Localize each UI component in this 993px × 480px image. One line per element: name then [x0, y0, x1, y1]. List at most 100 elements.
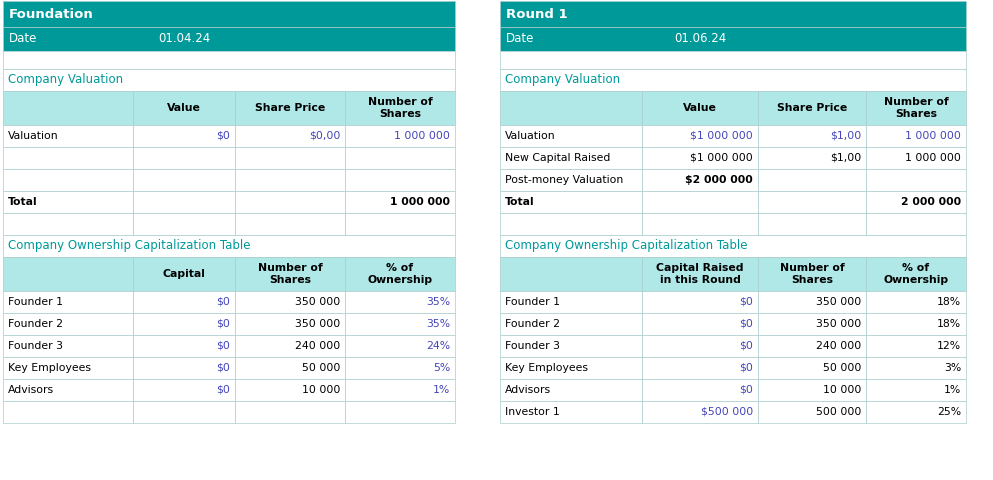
Bar: [235, 291, 345, 313]
Bar: [3, 257, 133, 291]
Text: 1%: 1%: [433, 385, 450, 395]
Bar: [345, 379, 455, 401]
Bar: [758, 357, 866, 379]
Text: Date: Date: [9, 33, 38, 46]
Bar: [758, 379, 866, 401]
Text: $0,00: $0,00: [309, 131, 340, 141]
Bar: [500, 51, 966, 69]
Bar: [866, 379, 966, 401]
Text: Valuation: Valuation: [505, 131, 556, 141]
Bar: [235, 91, 345, 125]
Bar: [3, 213, 133, 235]
Text: 350 000: 350 000: [295, 297, 340, 307]
Bar: [500, 257, 642, 291]
Bar: [3, 169, 133, 191]
Bar: [500, 335, 642, 357]
Text: Advisors: Advisors: [505, 385, 551, 395]
Bar: [642, 191, 758, 213]
Text: Value: Value: [683, 103, 717, 113]
Bar: [345, 125, 455, 147]
Text: Company Valuation: Company Valuation: [8, 73, 123, 86]
Bar: [3, 51, 455, 69]
Bar: [758, 147, 866, 169]
Text: 350 000: 350 000: [816, 297, 861, 307]
Bar: [235, 335, 345, 357]
Text: 2 000 000: 2 000 000: [901, 197, 961, 207]
Bar: [345, 335, 455, 357]
Text: $0: $0: [739, 341, 753, 351]
Bar: [500, 91, 642, 125]
Bar: [235, 213, 345, 235]
Text: Advisors: Advisors: [8, 385, 55, 395]
Bar: [3, 91, 133, 125]
Bar: [642, 169, 758, 191]
Bar: [866, 91, 966, 125]
Text: Total: Total: [8, 197, 38, 207]
Text: 3%: 3%: [943, 363, 961, 373]
Text: 10 000: 10 000: [822, 385, 861, 395]
Bar: [235, 125, 345, 147]
Bar: [3, 313, 133, 335]
Text: $1 000 000: $1 000 000: [690, 131, 753, 141]
Text: Company Valuation: Company Valuation: [505, 73, 620, 86]
Bar: [866, 169, 966, 191]
Text: Capital Raised
in this Round: Capital Raised in this Round: [656, 263, 744, 285]
Bar: [133, 291, 235, 313]
Text: $1 000 000: $1 000 000: [690, 153, 753, 163]
Bar: [758, 257, 866, 291]
Bar: [345, 257, 455, 291]
Bar: [866, 147, 966, 169]
Bar: [133, 213, 235, 235]
Text: 35%: 35%: [426, 319, 450, 329]
Text: Key Employees: Key Employees: [505, 363, 588, 373]
Bar: [3, 147, 133, 169]
Bar: [3, 27, 455, 51]
Text: $0: $0: [216, 319, 230, 329]
Bar: [758, 335, 866, 357]
Text: $0: $0: [739, 363, 753, 373]
Bar: [345, 91, 455, 125]
Bar: [133, 169, 235, 191]
Bar: [133, 91, 235, 125]
Bar: [642, 313, 758, 335]
Bar: [642, 91, 758, 125]
Text: New Capital Raised: New Capital Raised: [505, 153, 611, 163]
Text: $0: $0: [216, 131, 230, 141]
Text: 350 000: 350 000: [295, 319, 340, 329]
Text: Key Employees: Key Employees: [8, 363, 91, 373]
Text: 1 000 000: 1 000 000: [906, 153, 961, 163]
Bar: [642, 257, 758, 291]
Bar: [758, 313, 866, 335]
Text: 50 000: 50 000: [822, 363, 861, 373]
Bar: [866, 213, 966, 235]
Bar: [3, 1, 455, 27]
Bar: [345, 213, 455, 235]
Text: 35%: 35%: [426, 297, 450, 307]
Text: $0: $0: [739, 297, 753, 307]
Bar: [133, 401, 235, 423]
Text: Share Price: Share Price: [255, 103, 325, 113]
Bar: [133, 313, 235, 335]
Bar: [642, 125, 758, 147]
Bar: [500, 169, 642, 191]
Text: Number of
Shares: Number of Shares: [257, 263, 323, 285]
Text: 50 000: 50 000: [302, 363, 340, 373]
Text: Founder 1: Founder 1: [505, 297, 560, 307]
Bar: [133, 147, 235, 169]
Bar: [642, 401, 758, 423]
Text: Total: Total: [505, 197, 534, 207]
Text: Company Ownership Capitalization Table: Company Ownership Capitalization Table: [8, 240, 250, 252]
Bar: [133, 357, 235, 379]
Bar: [500, 69, 966, 91]
Text: 350 000: 350 000: [816, 319, 861, 329]
Bar: [3, 191, 133, 213]
Text: Founder 3: Founder 3: [8, 341, 63, 351]
Bar: [500, 125, 642, 147]
Text: 10 000: 10 000: [302, 385, 340, 395]
Text: $500 000: $500 000: [701, 407, 753, 417]
Bar: [642, 147, 758, 169]
Text: $1,00: $1,00: [830, 153, 861, 163]
Text: 1%: 1%: [943, 385, 961, 395]
Bar: [235, 357, 345, 379]
Text: $0: $0: [216, 363, 230, 373]
